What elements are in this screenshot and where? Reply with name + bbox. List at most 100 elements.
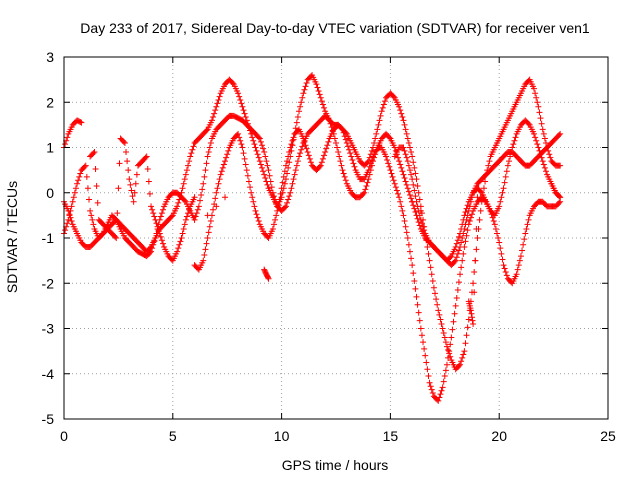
data-point <box>418 220 425 227</box>
data-point <box>503 272 510 279</box>
data-point <box>387 167 394 174</box>
data-point <box>252 144 259 151</box>
data-point <box>266 172 273 179</box>
data-point <box>285 153 292 160</box>
data-point <box>462 221 469 228</box>
data-point <box>92 165 99 172</box>
data-point <box>556 199 563 206</box>
data-point <box>400 212 407 219</box>
data-point <box>316 163 323 170</box>
data-point <box>454 237 461 244</box>
data-point <box>398 164 405 171</box>
data-point <box>216 93 223 100</box>
data-point <box>203 240 210 247</box>
data-point <box>297 103 304 110</box>
data-point <box>325 138 332 145</box>
data-point <box>535 103 542 110</box>
data-point <box>467 214 474 221</box>
data-point <box>340 170 347 177</box>
data-point <box>405 139 412 146</box>
data-point <box>86 196 93 203</box>
data-point <box>273 212 280 219</box>
data-point <box>453 240 460 247</box>
data-point <box>406 248 413 255</box>
data-point <box>459 354 466 361</box>
data-point <box>287 189 294 196</box>
data-point <box>191 216 198 223</box>
data-point <box>396 194 403 201</box>
data-point <box>499 256 506 263</box>
data-point <box>415 309 422 316</box>
data-point <box>243 167 250 174</box>
data-point <box>256 135 263 142</box>
data-point <box>523 225 530 232</box>
data-point <box>404 235 411 241</box>
data-point <box>427 383 434 390</box>
data-point <box>390 93 397 100</box>
data-point <box>459 257 466 264</box>
series-6 <box>391 130 564 269</box>
data-point <box>160 240 167 247</box>
data-point <box>247 127 254 134</box>
data-point <box>195 203 202 210</box>
data-point <box>252 207 259 214</box>
data-point <box>66 211 73 218</box>
data-point <box>436 311 443 318</box>
data-point <box>220 161 227 168</box>
data-point <box>198 192 205 199</box>
data-point <box>404 135 411 142</box>
data-point <box>302 142 309 149</box>
data-point <box>501 179 508 186</box>
data-point <box>453 254 460 261</box>
data-point <box>540 130 547 137</box>
data-point <box>521 236 528 243</box>
data-point <box>174 248 181 255</box>
data-point <box>488 211 495 218</box>
data-point <box>286 149 293 156</box>
data-point <box>409 262 416 269</box>
data-point <box>255 218 262 225</box>
data-point <box>265 275 272 282</box>
data-point <box>239 144 246 151</box>
data-point <box>182 171 189 178</box>
data-point <box>411 187 418 194</box>
data-point <box>486 158 493 165</box>
data-point <box>427 264 434 271</box>
data-point <box>321 152 328 159</box>
data-point <box>243 117 250 124</box>
data-point <box>425 373 432 380</box>
data-point <box>536 109 543 116</box>
data-point <box>211 110 218 117</box>
data-point <box>189 146 196 153</box>
data-point <box>386 134 393 141</box>
data-point <box>306 155 313 162</box>
data-point <box>210 206 217 213</box>
data-point <box>485 162 492 169</box>
data-point <box>463 232 470 239</box>
data-point <box>222 194 229 201</box>
data-point <box>464 227 471 234</box>
data-point <box>452 302 459 309</box>
data-point <box>414 182 421 189</box>
data-point <box>168 213 175 220</box>
data-point <box>313 81 320 88</box>
data-point <box>280 173 287 180</box>
data-point <box>482 178 489 185</box>
x-tick-label: 5 <box>169 428 177 444</box>
data-point <box>305 152 312 159</box>
data-point <box>477 188 484 195</box>
data-point <box>362 186 369 193</box>
data-point <box>255 154 262 161</box>
data-point <box>238 100 245 107</box>
data-point <box>146 245 153 252</box>
data-point <box>256 158 263 165</box>
data-point <box>253 147 260 154</box>
data-point <box>298 99 305 106</box>
data-point <box>342 136 349 143</box>
data-point <box>284 158 291 165</box>
data-point <box>115 185 122 192</box>
data-point <box>447 341 454 348</box>
data-point <box>87 207 94 214</box>
data-point <box>408 149 415 156</box>
data-point <box>71 189 78 196</box>
